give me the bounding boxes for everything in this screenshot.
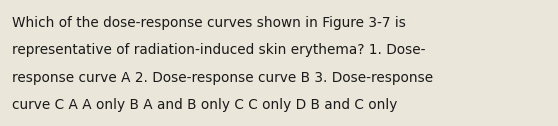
Text: response curve A 2. Dose-response curve B 3. Dose-response: response curve A 2. Dose-response curve … (12, 71, 434, 85)
Text: Which of the dose-response curves shown in Figure 3-7 is: Which of the dose-response curves shown … (12, 16, 406, 30)
Text: curve C A A only B A and B only C C only D B and C only: curve C A A only B A and B only C C only… (12, 98, 398, 112)
Text: representative of radiation-induced skin erythema? 1. Dose-: representative of radiation-induced skin… (12, 43, 426, 57)
